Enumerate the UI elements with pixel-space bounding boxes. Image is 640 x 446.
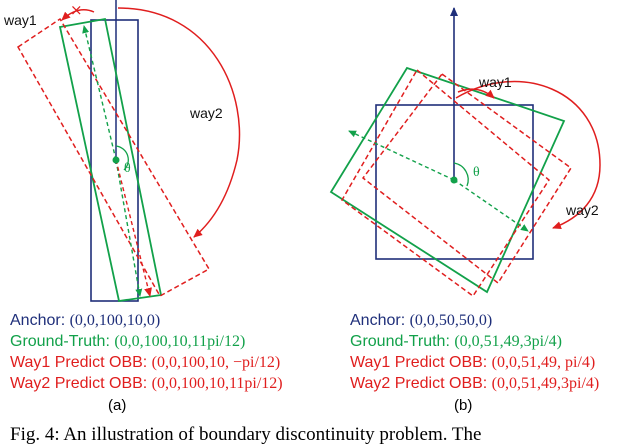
panel-a-legend-way2: Way2 Predict OBB: (0,0,100,10,11pi/12)	[10, 373, 283, 394]
panel-b-predict-box-way1	[341, 68, 550, 298]
panel-a-predict-direction	[115, 159, 152, 297]
legend-anchor-name: Anchor:	[350, 312, 410, 329]
panel-b-sublabel: (b)	[454, 397, 473, 414]
panel-a-sublabel: (a)	[108, 397, 127, 414]
panel-a-diagram: way1 way2 × θ	[3, 0, 241, 303]
legend-way1-name: Way1 Predict OBB:	[350, 354, 492, 371]
panel-a-way2-arc	[117, 7, 241, 238]
panel-b-way1-arc	[457, 88, 495, 99]
legend-anchor-name: Anchor:	[10, 312, 70, 329]
panel-a-legend-ground-truth: Ground-Truth: (0,0,100,10,11pi/12)	[10, 331, 283, 352]
panel-b-theta-arc	[453, 162, 469, 187]
panel-b-way2-label: way2	[565, 202, 599, 218]
panel-b-theta-label: θ	[473, 165, 480, 180]
panel-a-legend-anchor: Anchor: (0,0,100,10,0)	[10, 310, 283, 331]
panel-b-center-point	[450, 176, 458, 184]
legend-way1-name: Way1 Predict OBB:	[10, 354, 152, 371]
panel-b-way2-arc	[455, 80, 601, 229]
legend-gt-name: Ground-Truth:	[10, 333, 115, 350]
panel-a-theta-arc	[115, 145, 129, 171]
panel-b-ground-truth-box	[329, 66, 566, 294]
panel-a-legend: Anchor: (0,0,100,10,0) Ground-Truth: (0,…	[10, 310, 283, 394]
legend-way2-value: (0,0,100,10,11pi/12)	[151, 375, 283, 392]
panel-a-way1-arc	[61, 9, 95, 21]
panel-b-legend-way1: Way1 Predict OBB: (0,0,51,49, pi/4)	[350, 352, 599, 373]
panel-a-cross-mark: ×	[70, 1, 83, 19]
legend-way1-value: (0,0,100,10, −pi/12)	[151, 354, 281, 371]
panel-b-legend-way2: Way2 Predict OBB: (0,0,51,49,3pi/4)	[350, 373, 599, 394]
panel-a-center-point	[112, 156, 120, 164]
panel-a-legend-way1: Way1 Predict OBB: (0,0,100,10, −pi/12)	[10, 352, 283, 373]
legend-gt-value: (0,0,100,10,11pi/12)	[114, 333, 246, 350]
panel-b-diagram: way1 way2 θ	[329, 7, 601, 298]
panel-b-gt-direction-left	[348, 130, 455, 181]
panel-b-gt-direction-right	[453, 179, 529, 232]
panel-a-way2-label: way2	[189, 105, 223, 121]
panel-a-gt-direction	[82, 25, 117, 161]
legend-way2-value: (0,0,51,49,3pi/4)	[491, 375, 600, 392]
panel-a-ground-truth-box	[58, 17, 163, 303]
legend-anchor-value: (0,0,100,10,0)	[69, 312, 161, 329]
panel-b-way1-label: way1	[478, 74, 512, 90]
panel-b-predict-box-way2	[361, 72, 573, 285]
panel-b-legend: Anchor: (0,0,50,50,0) Ground-Truth: (0,0…	[350, 310, 599, 394]
panel-a-anchor-box	[90, 19, 139, 302]
legend-way2-name: Way2 Predict OBB:	[10, 375, 152, 392]
figure-caption: Fig. 4: An illustration of boundary disc…	[10, 424, 482, 445]
panel-a-theta-label: θ	[124, 161, 131, 176]
panel-b-legend-anchor: Anchor: (0,0,50,50,0)	[350, 310, 599, 331]
panel-b-anchor-box	[375, 104, 534, 260]
legend-gt-name: Ground-Truth:	[350, 333, 455, 350]
legend-anchor-value: (0,0,50,50,0)	[409, 312, 493, 329]
legend-gt-value: (0,0,51,49,3pi/4)	[454, 333, 562, 350]
panel-a-predict-box	[17, 17, 211, 298]
panel-b-legend-ground-truth: Ground-Truth: (0,0,51,49,3pi/4)	[350, 331, 599, 352]
legend-way1-value: (0,0,51,49, pi/4)	[491, 354, 596, 371]
panel-a-gt-direction-lower	[115, 159, 143, 297]
legend-way2-name: Way2 Predict OBB:	[350, 375, 492, 392]
panel-a-way1-label: way1	[3, 12, 37, 28]
